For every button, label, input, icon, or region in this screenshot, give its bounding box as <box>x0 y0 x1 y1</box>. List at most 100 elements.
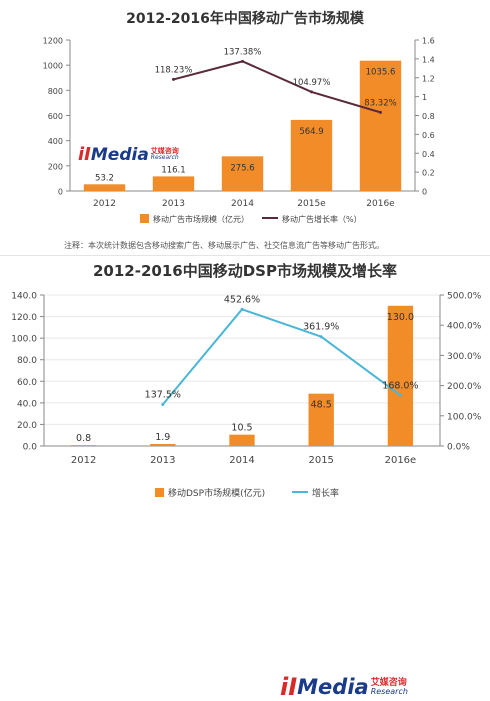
legend-line-label: 移动广告增长率（%） <box>282 214 362 224</box>
logo-word: Media <box>90 144 149 165</box>
y2-tick-label: 0.2 <box>422 169 435 178</box>
legend-bar-label: 移动广告市场规模（亿元） <box>153 214 249 224</box>
y-tick-label: 0.0 <box>23 443 38 453</box>
y-tick-label: 40.0 <box>17 399 37 409</box>
mobile-ad-chart: 0 200 400 600 800 1000 1200 0 0.2 0.4 0.6 0.8 1 1.2 1.… <box>43 37 435 225</box>
bar <box>359 60 402 192</box>
line-value-label: 168.0% <box>382 380 418 391</box>
bar <box>150 443 176 446</box>
y-tick-label: 800 <box>48 87 63 96</box>
y2-tick-label: 1.6 <box>422 37 435 46</box>
y2-tick-label: 1.4 <box>422 55 435 64</box>
y2-tick-label: 100.0% <box>447 412 482 422</box>
line-value-label: 104.97% <box>293 78 331 88</box>
chart-title: 2012-2016中国移动DSP市场规模及增长率 <box>93 262 397 280</box>
y-tick-label: 80.0 <box>17 356 37 366</box>
bar <box>290 119 333 191</box>
x-tick-label: 2016e <box>366 199 395 209</box>
bar-value-label: 116.1 <box>161 165 185 175</box>
bar-value-label: 1035.6 <box>366 68 396 78</box>
y-tick-label: 100.0 <box>11 335 37 345</box>
line-point <box>241 59 244 63</box>
y2-tick-label: 0.0% <box>447 443 470 453</box>
x-tick-label: 2015 <box>308 455 333 466</box>
bar-value-label: 130.0 <box>387 312 414 323</box>
mobile-dsp-chart: 0.0 20.0 40.0 60.0 80.0 100.0 120.0 140.0 0.0% 10… <box>11 292 482 500</box>
bar-value-label: 1.9 <box>155 432 170 443</box>
bar-value-label: 10.5 <box>231 423 252 434</box>
growth-line <box>173 60 381 114</box>
y-tick-label: 20.0 <box>17 421 37 431</box>
x-tick-label: 2012 <box>93 199 116 209</box>
y-tick-label: 200 <box>48 162 63 171</box>
line-point <box>172 77 175 81</box>
y2-tick-label: 400.0% <box>447 322 482 332</box>
bar <box>83 184 126 191</box>
line-value-label: 137.5% <box>145 389 181 400</box>
bar-value-label: 275.6 <box>230 163 254 173</box>
logo-en: Research <box>370 686 408 696</box>
bar <box>70 445 97 446</box>
line-point <box>319 335 323 339</box>
bar <box>221 156 264 191</box>
y-tick-label: 60.0 <box>17 378 37 388</box>
y2-tick-label: 300.0% <box>447 352 482 362</box>
y-tick-label: 600 <box>48 112 63 121</box>
y2-tick-label: 0 <box>422 188 427 197</box>
y-tick-label: 1200 <box>43 37 63 46</box>
y2-tick-label: 0.8 <box>422 112 435 121</box>
y-tick-label: 140.0 <box>11 292 37 302</box>
bar <box>152 176 195 191</box>
y2-tick-label: 0.4 <box>422 150 435 159</box>
line-value-label: 83.32% <box>364 98 396 108</box>
legend-line-label: 增长率 <box>312 487 339 499</box>
bar-value-label: 0.8 <box>76 433 91 444</box>
line-point <box>240 307 244 311</box>
y2-tick-label: 1 <box>422 93 427 102</box>
line-point <box>310 90 313 94</box>
bar-value-label: 564.9 <box>299 127 323 137</box>
line-point <box>398 393 402 397</box>
y2-tick-label: 500.0% <box>447 292 482 302</box>
x-tick-label: 2012 <box>71 455 96 466</box>
x-tick-label: 2014 <box>231 199 254 209</box>
logo-cn: 艾媒咨询 <box>370 677 407 688</box>
chart-note: 注释：本次统计数据包含移动搜索广告、移动展示广告、社交信息流广告等移动广告形式。 <box>64 241 384 250</box>
line-value-label: 118.23% <box>155 65 193 75</box>
legend-bar-swatch <box>140 214 149 223</box>
divider <box>0 255 490 256</box>
x-tick-label: 2015e <box>297 199 326 209</box>
x-tick-label: 2013 <box>150 455 175 466</box>
chart-panel-mobile-ad: 0 200 400 600 800 1000 1200 0 0.2 0.4 0.6 0.8 1 1.2 1.… <box>0 0 490 255</box>
y-tick-label: 400 <box>48 137 63 146</box>
x-tick-label: 2013 <box>162 199 185 209</box>
bar <box>229 434 255 446</box>
chart-title: 2012-2016年中国移动广告市场规模 <box>126 11 364 27</box>
logo-mark: iI <box>78 144 91 165</box>
y-tick-label: 120.0 <box>11 313 37 323</box>
y2-tick-label: 200.0% <box>447 382 482 392</box>
line-value-label: 137.38% <box>224 47 262 57</box>
line-value-label: 452.6% <box>224 294 260 305</box>
imedia-logo: iI Media 艾媒咨询 Research <box>78 144 179 165</box>
y2-tick-label: 0.6 <box>422 131 435 140</box>
line-point <box>161 402 165 406</box>
x-tick-label: 2014 <box>229 455 254 466</box>
logo-cn: 艾媒咨询 <box>150 147 179 155</box>
chart-panel-mobile-dsp: 0.0 20.0 40.0 60.0 80.0 100.0 120.0 140.0 0.0% 10… <box>0 255 490 701</box>
y-tick-label: 1000 <box>43 62 63 71</box>
logo-mark: iI <box>280 673 298 701</box>
line-value-label: 361.9% <box>303 322 339 333</box>
line-point <box>379 110 382 114</box>
bar-value-label: 53.2 <box>95 173 114 183</box>
legend-bar-label: 移动DSP市场规模(亿元) <box>168 487 265 499</box>
bar <box>308 393 334 446</box>
logo-en: Research <box>150 154 179 161</box>
y2-tick-label: 1.2 <box>422 74 435 83</box>
y-tick-label: 0 <box>58 188 63 197</box>
bar-value-label: 48.5 <box>311 400 332 411</box>
imedia-logo: iI Media 艾媒咨询 Research <box>280 673 408 701</box>
legend-bar-swatch <box>155 488 164 497</box>
logo-word: Media <box>297 675 369 699</box>
growth-line <box>162 308 401 406</box>
